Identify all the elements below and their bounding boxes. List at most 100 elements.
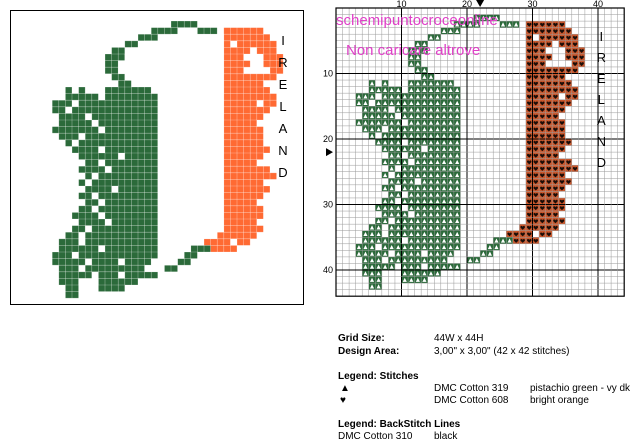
preview-white-stitch [217, 120, 224, 127]
triangle-symbol [409, 81, 414, 86]
heart-symbol [572, 88, 578, 93]
preview-stitch [243, 212, 251, 219]
preview-stitch [118, 120, 125, 127]
triangle-symbol [448, 212, 453, 217]
triangle-symbol [389, 186, 394, 191]
preview-white-stitch [210, 113, 218, 120]
center-arrow-left [326, 148, 333, 157]
triangle-symbol [409, 205, 414, 210]
preview-stitch [204, 27, 211, 35]
preview-white-stitch [177, 106, 185, 114]
triangle-symbol [435, 264, 440, 269]
preview-stitch [111, 120, 119, 127]
preview-white-stitch [204, 186, 211, 193]
triangle-symbol [422, 186, 427, 191]
triangle-symbol [442, 199, 447, 204]
preview-white-stitch [210, 40, 218, 48]
heart-symbol [533, 239, 538, 243]
triangle-symbol [442, 212, 447, 217]
triangle-symbol [402, 277, 407, 282]
preview-stitch [65, 238, 72, 246]
design-area-label: Design Area: [338, 346, 400, 357]
preview-stitch [65, 139, 72, 147]
preview-white-stitch [217, 172, 224, 180]
triangle-symbol [468, 22, 473, 27]
triangle-symbol [369, 225, 375, 230]
preview-stitch [138, 252, 145, 259]
triangle-symbol [396, 159, 401, 164]
preview-stitch [58, 278, 66, 285]
green-stitch-symbol: ▲ [340, 383, 350, 394]
preview-stitch [52, 126, 59, 134]
preview-stitch [144, 146, 152, 153]
preview-stitch [124, 133, 132, 140]
preview-stitch [138, 179, 145, 186]
preview-white-stitch [177, 133, 185, 140]
preview-stitch [131, 139, 138, 147]
triangle-symbol [435, 166, 440, 171]
preview-white-stitch [177, 232, 185, 239]
preview-stitch [223, 60, 231, 68]
triangle-symbol [389, 114, 394, 119]
preview-stitch [131, 106, 138, 114]
preview-stitch [151, 199, 158, 206]
preview-stitch [72, 285, 79, 292]
triangle-symbol [500, 238, 506, 243]
preview-stitch [256, 34, 264, 41]
preview-white-stitch [197, 159, 204, 167]
triangle-symbol [396, 179, 401, 184]
preview-white-stitch [157, 172, 165, 180]
preview-stitch [111, 146, 119, 153]
preview-white-stitch [177, 212, 185, 219]
preview-white-stitch [177, 139, 185, 147]
triangle-symbol [442, 251, 447, 256]
preview-stitch [72, 212, 79, 219]
preview-stitch [144, 186, 152, 193]
triangle-symbol [422, 199, 427, 204]
preview-stitch [237, 205, 244, 213]
heart-symbol [559, 173, 565, 178]
preview-stitch [124, 238, 132, 246]
preview-stitch [118, 179, 125, 186]
heart-symbol [533, 147, 538, 152]
preview-white-stitch [164, 179, 171, 186]
preview-stitch [210, 245, 218, 252]
heart-symbol [527, 134, 532, 139]
preview-white-stitch [184, 166, 191, 173]
preview-white-stitch [164, 153, 171, 160]
chart-letter: L [598, 92, 605, 107]
triangle-symbol [448, 205, 453, 210]
triangle-symbol [376, 127, 381, 132]
triangle-symbol [435, 225, 440, 230]
preview-stitch [151, 34, 158, 41]
preview-white-stitch [78, 278, 86, 285]
preview-stitch [124, 179, 132, 186]
triangle-symbol [442, 192, 447, 197]
preview-stitch [118, 126, 125, 134]
preview-stitch [250, 120, 257, 127]
preview-stitch [111, 238, 119, 246]
triangle-symbol [363, 114, 368, 119]
preview-white-stitch [210, 186, 218, 193]
preview-stitch [256, 73, 264, 81]
preview-stitch [124, 271, 132, 279]
triangle-symbol [435, 271, 440, 276]
preview-white-stitch [164, 54, 171, 61]
preview-stitch [105, 238, 112, 246]
triangle-symbol [376, 264, 381, 269]
preview-white-stitch [184, 212, 191, 219]
preview-stitch [131, 100, 138, 107]
triangle-symbol [415, 192, 420, 197]
preview-white-stitch [184, 172, 191, 180]
preview-white-stitch [164, 186, 171, 193]
triangle-symbol [383, 186, 388, 191]
triangle-symbol [448, 28, 453, 33]
triangle-symbol [448, 159, 453, 164]
preview-stitch [250, 232, 257, 239]
preview-stitch [243, 153, 251, 160]
preview-stitch [151, 27, 158, 35]
preview-white-stitch [164, 232, 171, 239]
preview-stitch [250, 172, 257, 180]
preview-stitch [230, 80, 237, 87]
preview-white-stitch [190, 238, 198, 246]
